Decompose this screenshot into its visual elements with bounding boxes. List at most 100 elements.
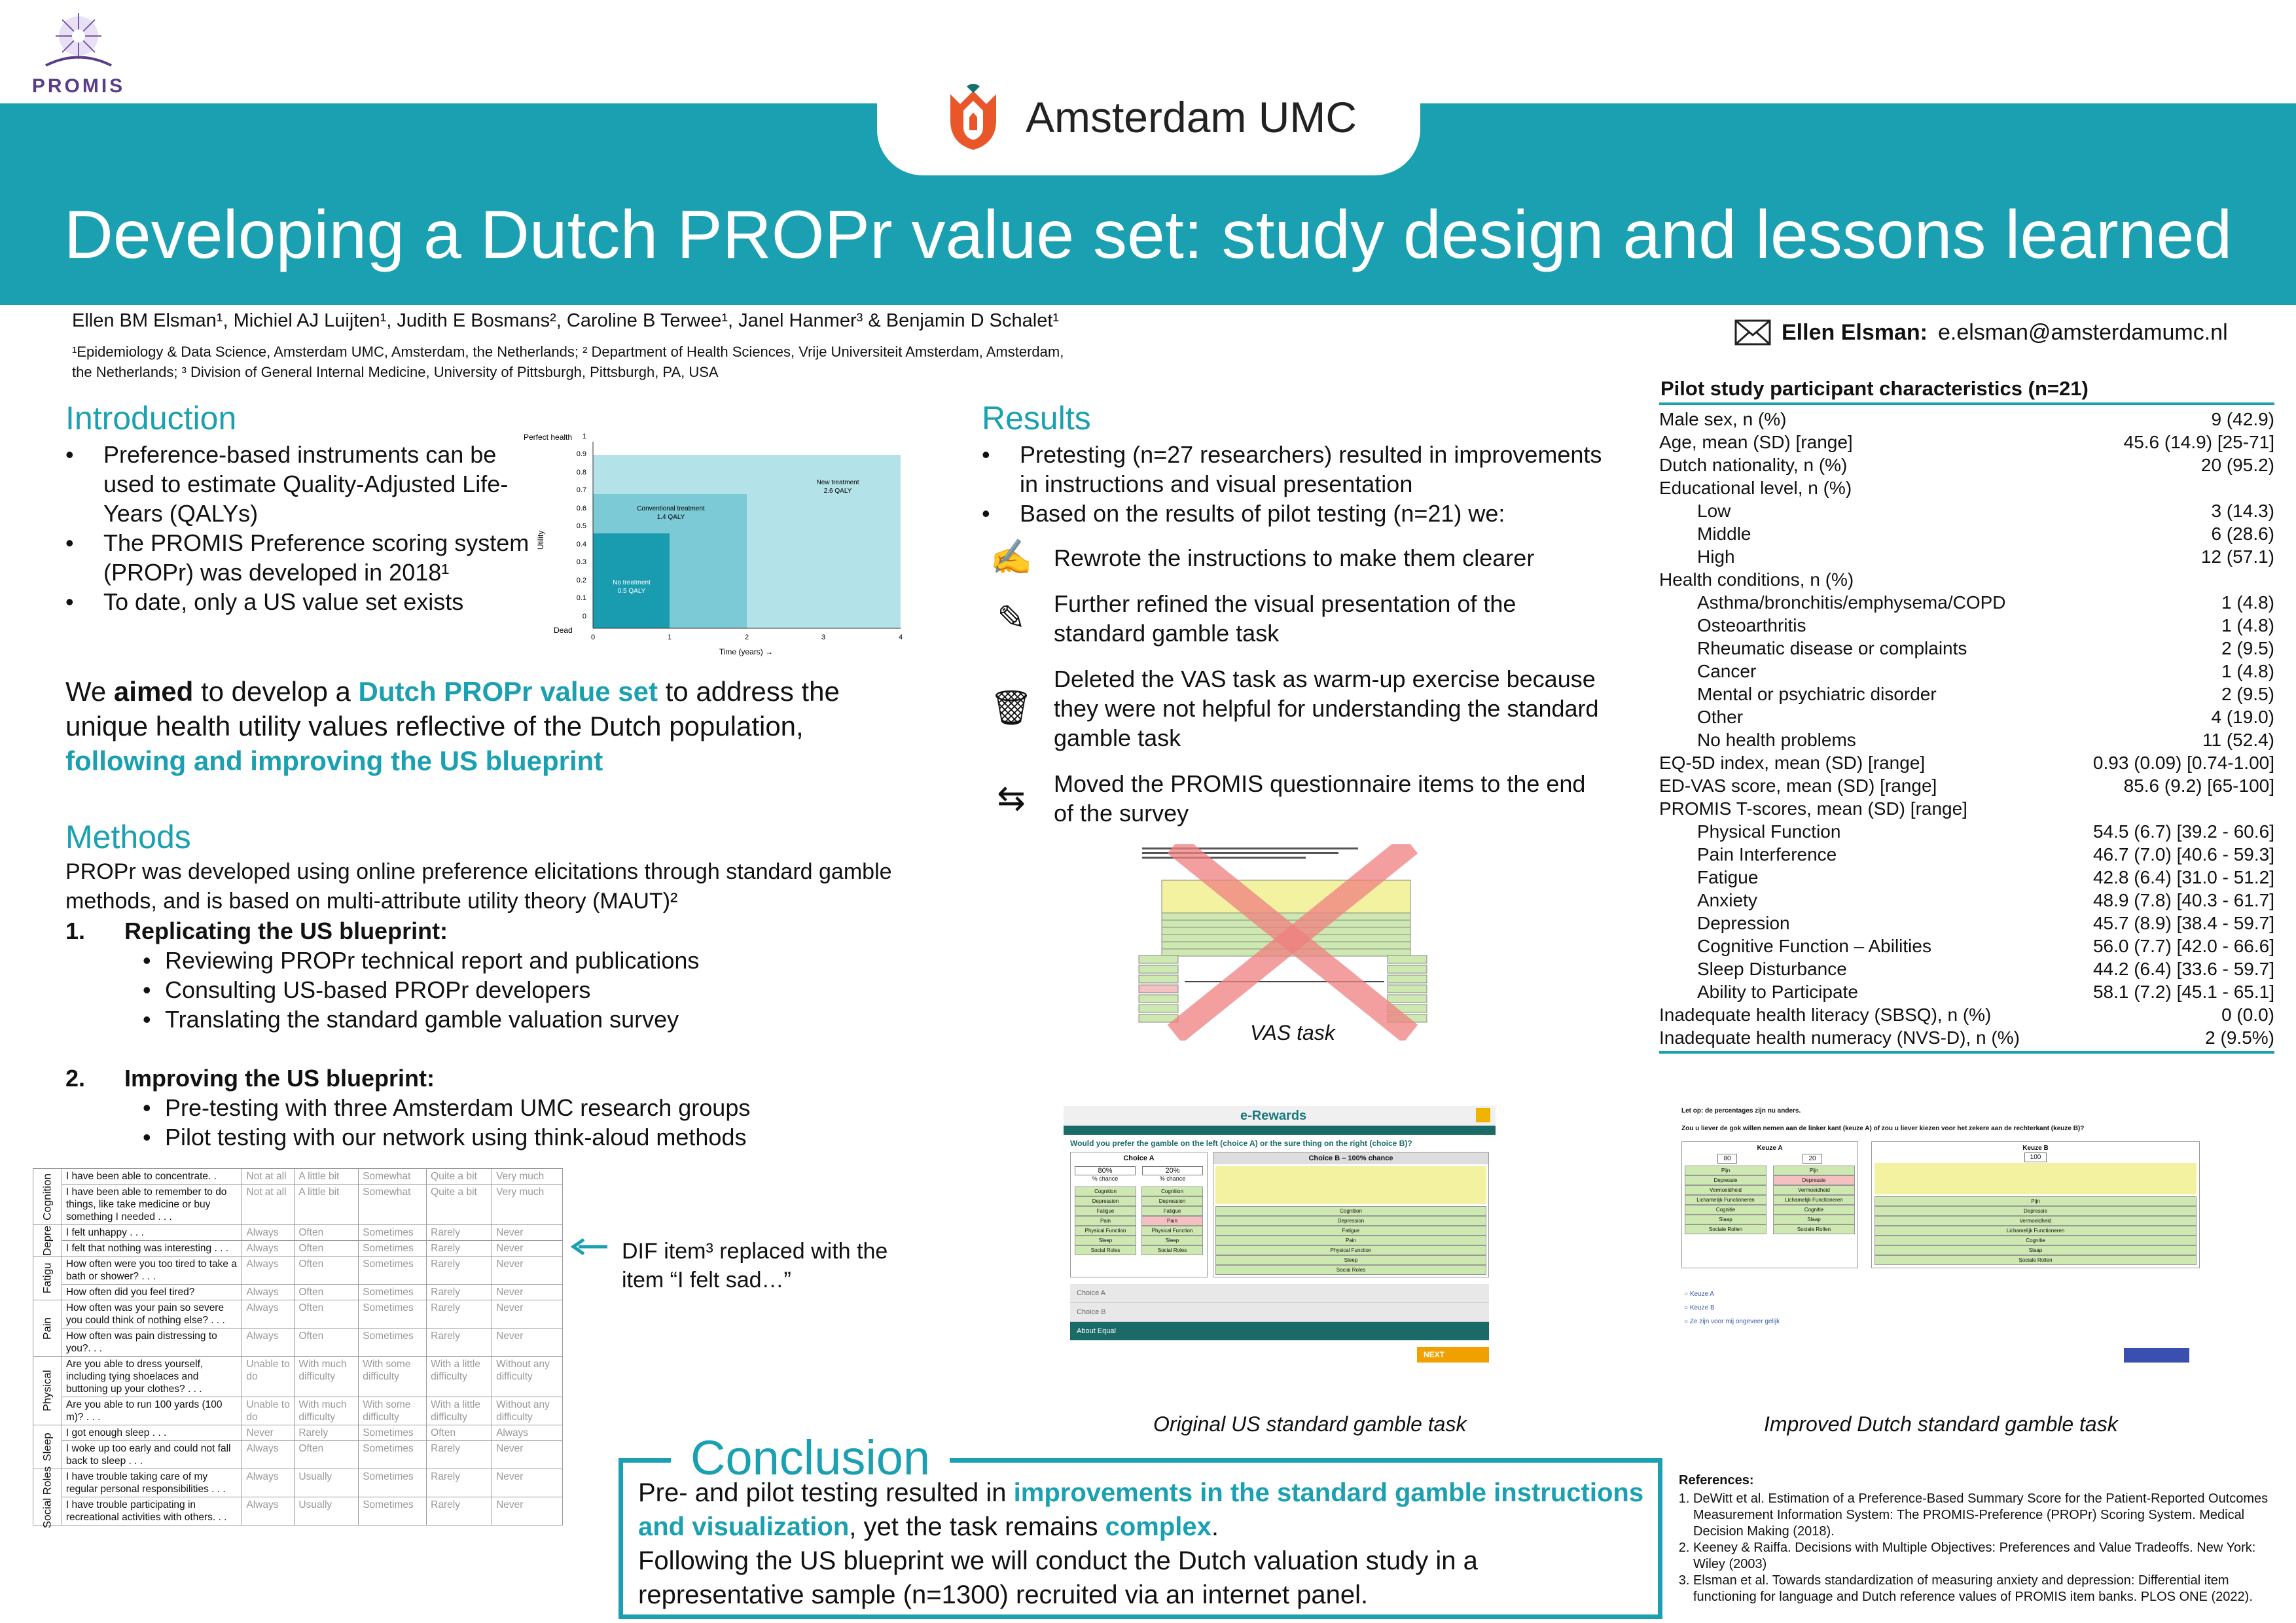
response-option: Without any difficulty [492,1356,563,1397]
radio-option[interactable]: ○ Ze zijn voor mij ongeveer gelijk [1684,1318,2197,1325]
aim-highlight: Dutch PROPr value set [358,676,658,707]
table-row: Age, mean (SD) [range] 45.6 (14.9) [25-71… [1659,431,2274,454]
response-option: Sometimes [358,1425,427,1441]
conclusion-part: , yet the task remains [849,1512,1105,1541]
response-option: Rarely [426,1284,493,1300]
domain-cell: Pain [1141,1216,1203,1226]
response-option: Not at all [242,1184,295,1225]
nl-task-caption: Improved Dutch standard gamble task [1764,1412,2118,1436]
radio-icon[interactable]: ○ [1684,1304,1690,1311]
item-text: I have been able to remember to do thing… [61,1184,243,1225]
domain-cell: Depre [33,1224,62,1257]
reference-item: Elsman et al. Towards standardization of… [1693,1573,2281,1605]
response-option: Unable to do [242,1397,295,1425]
references-title: References: [1679,1473,1754,1488]
area-label: 0.5 QALY [618,588,646,595]
row-value: 1 (4.8) [2221,615,2274,635]
y-tick: 0.4 [577,541,586,548]
conclusion-box [619,1458,1662,1619]
conclusion-highlight: improvements in the standard gamble inst… [638,1478,1644,1541]
row-label: Age, mean (SD) [range] [1659,432,1853,452]
row-label: Health conditions, n (%) [1659,569,1854,590]
row-label: Cancer [1697,661,1757,681]
response-option: Unable to do [242,1356,295,1397]
row-label: Osteoarthritis [1697,615,1806,635]
radio-icon[interactable]: ○ [1684,1318,1690,1325]
dif-note-text: DIF item³ replaced with the item “I felt… [622,1239,888,1293]
row-label: ED-VAS score, mean (SD) [range] [1659,776,1937,796]
domain-cell: Cognition [1075,1186,1136,1196]
dif-note: DIF item³ replaced with the item “I felt… [569,1237,897,1294]
participants-table: Male sex, n (%) 9 (42.9) Age, mean (SD) [r… [1659,408,2274,1049]
table-row: Middle 6 (28.6) [1659,522,2274,545]
domain-cell: Social Roles [1215,1265,1486,1275]
us-gamble-task-image: e-Rewards Would you prefer the gamble on… [1064,1106,1496,1407]
domain-cell: Fatigue [1075,1206,1136,1216]
submit-button[interactable] [2124,1348,2189,1363]
response-option: Often [294,1256,359,1285]
poster-title: Developing a Dutch PROPr value set: stud… [63,197,2233,273]
response-option: Often [294,1284,359,1300]
y-tick: 0.5 [577,522,586,530]
domain-cell: Slaap [1874,1245,2197,1255]
row-value: 2 (9.5) [2221,684,2274,704]
response-option: Sometimes [358,1440,427,1469]
item-text: I got enough sleep . . . [61,1425,243,1441]
row-label: Sleep Disturbance [1697,959,1847,979]
aim-statement: We aimed to develop a Dutch PROPr value … [65,674,916,778]
domain-cell: Fatigue [1215,1226,1486,1236]
participants-panel: Pilot study participant characteristics … [1659,376,2274,1054]
radio-icon[interactable]: ○ [1684,1291,1690,1298]
response-option: Rarely [426,1328,493,1357]
row-value [2068,568,2274,591]
row-label: Inadequate health literacy (SBSQ), n (%) [1659,1005,1992,1025]
table-row: I woke up too early and could not fall b… [33,1440,563,1469]
row-value: 45.6 (14.9) [25-71] [2123,432,2274,452]
table-row: EQ-5D index, mean (SD) [range] 0.93 (0.09… [1659,751,2274,774]
next-button[interactable]: NEXT [1417,1347,1489,1363]
row-label: Male sex, n (%) [1659,409,1787,429]
row-label: Physical Function [1697,821,1841,842]
y-top-label: Perfect health [524,433,572,442]
methods-heading: Methods [65,819,191,855]
choice-a-label: Choice A [1123,1154,1155,1162]
radio-option[interactable]: ○ Keuze B [1684,1304,2197,1311]
response-option: With some difficulty [358,1397,427,1425]
kans-b: 20 [1803,1154,1822,1164]
step-number: 2. [65,1065,86,1092]
action-text: Further refined the visual presentation … [1054,590,1516,647]
option-choice-b[interactable]: Choice B [1070,1303,1489,1322]
row-label: Mental or psychiatric disorder [1697,684,1937,704]
response-option: Never [492,1284,563,1300]
vas-caption: VAS task [1250,1021,1335,1044]
conclusion-part: Following the US blueprint we will condu… [638,1546,1478,1609]
radio-option[interactable]: ○ Keuze A [1684,1291,2197,1298]
list-item: To date, only a US value set exists [65,587,537,616]
vas-task-image [1136,834,1430,1044]
x-tick: 4 [899,633,903,641]
contact-email[interactable]: e.elsman@amsterdamumc.nl [1937,319,2228,345]
row-label: Depression [1697,913,1790,933]
row-value: 2 (9.5) [2221,638,2274,658]
results-heading: Results [982,400,1091,437]
item-text: I have been able to concentrate. . [61,1168,243,1185]
option-choice-a[interactable]: Choice A [1070,1284,1489,1303]
logo-text: Amsterdam UMC [1025,93,1357,141]
y-bottom-label: Dead [554,626,573,635]
promis-items-table: Cognition I have been able to concentrate… [33,1168,563,1528]
action-row: 🗑 Deleted the VAS task as warm-up exercis… [988,664,1610,753]
table-row: Fatigue 42.8 (6.4) [31.0 - 51.2] [1659,866,2274,889]
y-axis-label: Utility [536,531,545,550]
option-about-equal[interactable]: About Equal [1070,1322,1489,1340]
choice-b-box: Choice B – 100% chance Cognition Depressi… [1213,1152,1489,1277]
table-row: Low 3 (14.3) [1659,499,2274,522]
x-tick: 0 [591,633,595,641]
response-option: Never [492,1300,563,1329]
response-option: With much difficulty [294,1356,359,1397]
row-value: 85.6 (9.2) [65-100] [2123,776,2274,796]
domain-cell: Vermoeidheid [1685,1185,1767,1195]
table-row: PROMIS T-scores, mean (SD) [range] [1659,797,2274,820]
conclusion-part: Pre- and pilot testing resulted in [638,1478,1014,1507]
domain-label: Depre [41,1225,54,1256]
affiliations: ¹Epidemiology & Data Science, Amsterdam … [72,342,1237,382]
